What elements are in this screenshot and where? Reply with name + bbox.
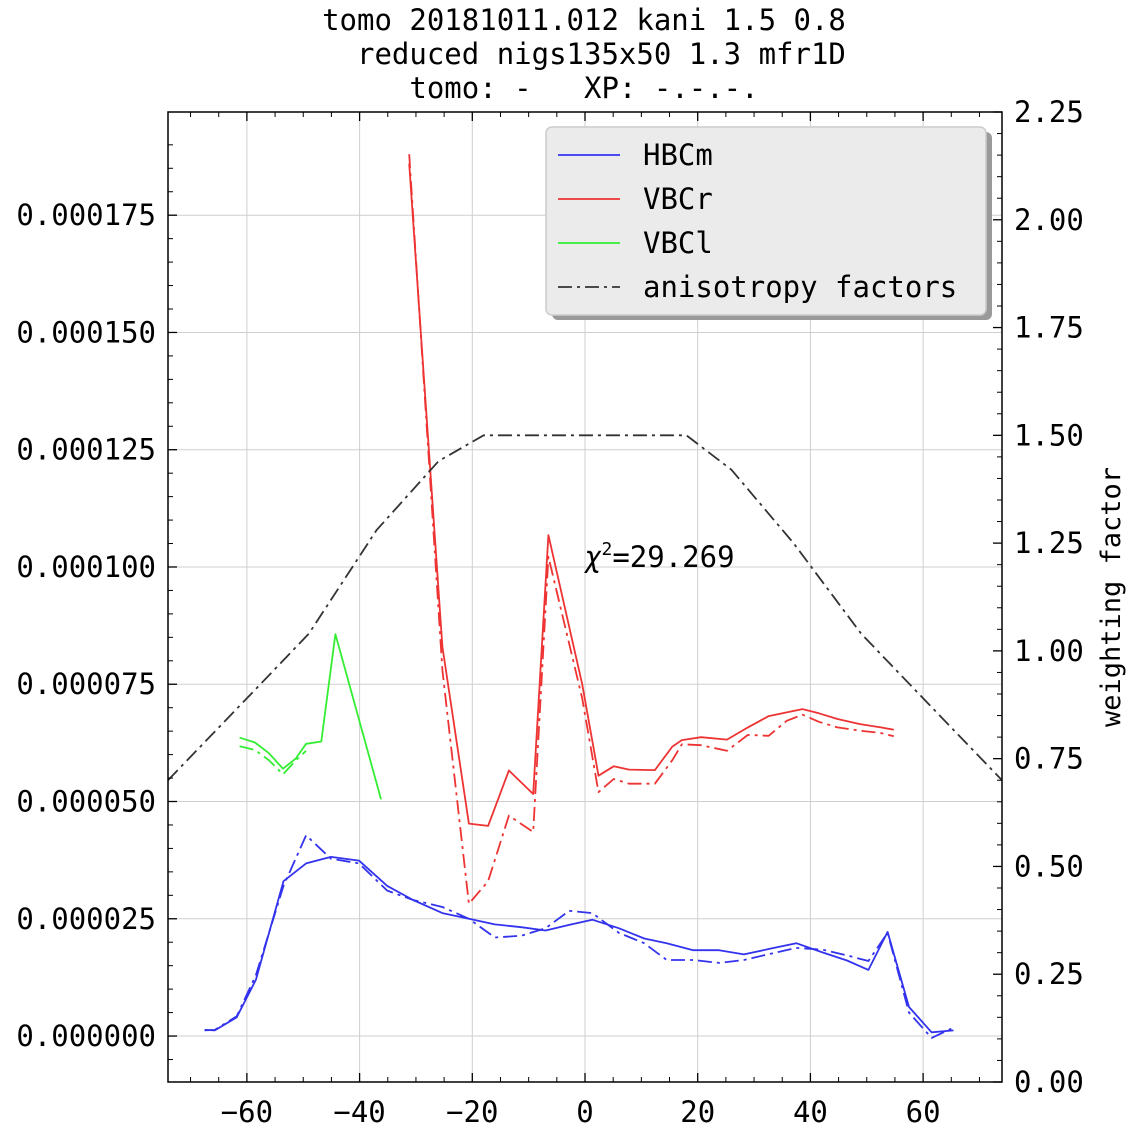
title-line-1: tomo 20181011.012 kani 1.5 0.8: [322, 3, 846, 37]
x-tick-label: 20: [680, 1095, 715, 1129]
x-tick-label: −20: [446, 1095, 498, 1129]
y2-tick-label: 0.25: [1014, 957, 1084, 991]
x-tick-label: 40: [793, 1095, 828, 1129]
series-line-vbcr-solid: [408, 163, 894, 827]
chi-square-label: χ2=29.269: [584, 539, 735, 574]
legend-label-anisotropy-factors: anisotropy factors: [643, 270, 957, 304]
series-line-hbcm-solid: [204, 856, 954, 1034]
y-tick-label: 0.000025: [16, 902, 156, 936]
x-tick-label: −40: [333, 1095, 385, 1129]
title-line-3: tomo: - XP: -.-.-.: [409, 71, 758, 105]
y2-tick-label: 1.00: [1014, 634, 1084, 668]
y-tick-label: 0.000125: [16, 433, 156, 467]
tick-labels: −60 −40 −20 0 20 40 60 0.000000 0.000025 0.000050…: [16, 95, 1084, 1129]
legend: HBCm VBCr VBCl anisotropy factors: [545, 126, 992, 320]
y-tick-label: 0.000175: [16, 198, 156, 232]
series-layer: [167, 154, 1003, 1039]
y2-tick-label: 1.25: [1014, 526, 1084, 560]
series-line-vbcl-dashdot: [239, 745, 307, 776]
y-tick-label: 0.000000: [16, 1019, 156, 1053]
series-line-vbcr-dashdot: [408, 154, 895, 905]
x-tick-label: 0: [576, 1095, 593, 1129]
legend-label-hbcm: HBCm: [643, 138, 713, 172]
x-tick-label: −60: [221, 1095, 273, 1129]
y2-tick-label: 2.00: [1014, 203, 1084, 237]
title-line-2: reduced nigs135x50 1.3 mfr1D: [322, 37, 846, 71]
y-tick-label: 0.000150: [16, 315, 156, 349]
x-tick-label: 60: [906, 1095, 941, 1129]
legend-label-vbcl: VBCl: [643, 226, 713, 260]
chi-square-annotation: χ2=29.269: [584, 539, 735, 574]
legend-label-vbcr: VBCr: [643, 182, 713, 216]
y2-tick-label: 0.00: [1014, 1065, 1084, 1099]
y2-tick-label: 2.25: [1014, 95, 1084, 129]
y-tick-label: 0.000050: [16, 785, 156, 819]
right-axis-label: weighting factor: [1096, 467, 1127, 727]
legend-box: [545, 126, 987, 316]
axis-ticks: [168, 111, 1002, 1083]
y2-tick-label: 1.75: [1014, 311, 1084, 345]
y2-tick-label: 1.50: [1014, 418, 1084, 452]
y-tick-label: 0.000100: [16, 550, 156, 584]
series-line-anisotropy-factors-dashdot: [167, 434, 1003, 781]
title: tomo 20181011.012 kani 1.5 0.8 reduced n…: [322, 3, 846, 105]
series-line-hbcm-dashdot: [204, 834, 954, 1039]
y2-tick-label: 0.50: [1014, 849, 1084, 883]
y-tick-label: 0.000075: [16, 667, 156, 701]
series-line-vbcl-solid: [239, 633, 382, 800]
y2-tick-label: 0.75: [1014, 742, 1084, 776]
